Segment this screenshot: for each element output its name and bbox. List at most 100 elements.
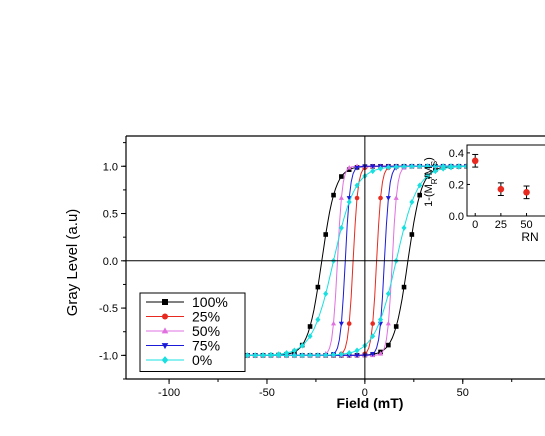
y-axis-title: Gray Level (a.u) — [64, 209, 81, 317]
data-point — [307, 324, 313, 329]
data-point — [354, 182, 360, 189]
data-point — [354, 347, 360, 354]
legend-marker — [161, 343, 169, 350]
legend-label: 25% — [192, 309, 220, 325]
y-tick-label: -1.0 — [99, 350, 118, 362]
data-point — [291, 352, 297, 359]
data-point — [284, 352, 290, 359]
data-point — [401, 224, 407, 231]
x-axis-title: Field (mT) — [337, 395, 404, 411]
inset-y-title: 1-(MR/MS) — [423, 157, 439, 207]
axes-layer: -100 -50 0 50 -1.0 -0.5 0.0 0.5 1.0 Field (mT) Gra… — [64, 135, 545, 411]
data-point — [370, 333, 376, 340]
data-point — [417, 163, 423, 170]
data-point — [260, 352, 266, 359]
data-point — [409, 163, 415, 170]
data-point — [432, 168, 438, 175]
data-point — [307, 333, 313, 340]
data-point — [299, 342, 305, 349]
inset-x-tick-label: 0 — [472, 219, 478, 231]
data-point — [268, 352, 274, 359]
data-point — [338, 195, 344, 200]
legend-label: 75% — [192, 338, 220, 354]
data-point — [299, 352, 305, 359]
data-point — [386, 342, 391, 348]
data-point — [276, 352, 282, 359]
x-tick-label: -50 — [259, 387, 275, 399]
data-point — [252, 352, 258, 359]
data-point — [354, 165, 360, 171]
data-point — [378, 316, 384, 323]
data-point — [385, 164, 391, 171]
data-point — [385, 196, 391, 201]
data-point — [385, 320, 391, 326]
data-point — [346, 199, 352, 206]
data-point — [346, 349, 352, 356]
label-part: 1-(M — [423, 184, 435, 207]
data-point — [378, 195, 383, 201]
label-part: /M — [423, 166, 435, 178]
data-point — [393, 163, 399, 170]
data-point — [244, 352, 250, 359]
y-tick-label: 0.5 — [103, 209, 118, 221]
data-point — [432, 163, 438, 170]
data-point — [385, 290, 391, 297]
data-point — [331, 320, 337, 326]
data-point — [393, 324, 399, 329]
data-point — [370, 168, 376, 175]
label-part: ) — [423, 157, 435, 161]
data-point — [354, 195, 360, 201]
data-point — [417, 182, 423, 189]
data-point — [370, 164, 376, 170]
legend-marker — [161, 356, 169, 364]
data-point — [409, 199, 415, 206]
inset-frame — [466, 144, 545, 217]
legend-marker — [162, 313, 168, 320]
data-point — [440, 165, 446, 172]
data-point — [370, 351, 376, 357]
legend: 100%25%50%75%0% — [139, 292, 246, 372]
data-point — [323, 290, 329, 297]
inset-point — [523, 189, 530, 196]
data-point — [315, 316, 321, 323]
data-point — [409, 232, 415, 237]
data-point — [331, 192, 336, 198]
inset-x-title: RN — [521, 230, 538, 244]
data-point — [339, 174, 344, 179]
y-tick-label: 0.0 — [103, 256, 118, 268]
legend-label: 50% — [192, 323, 220, 339]
legend-label: 0% — [192, 352, 212, 368]
data-point — [323, 352, 329, 359]
legend-marker — [161, 327, 169, 334]
inset-y-tick-label: 0.2 — [449, 179, 464, 191]
data-point — [401, 284, 407, 290]
data-point — [331, 351, 337, 358]
y-tick-label: -0.5 — [99, 303, 118, 315]
data-point — [424, 163, 431, 170]
data-point — [378, 351, 384, 356]
data-point — [401, 163, 407, 170]
subscript: S — [430, 161, 439, 166]
inset-y-tick-label: 0.0 — [449, 211, 464, 223]
data-point — [448, 164, 454, 171]
data-point — [417, 192, 422, 198]
data-point — [338, 224, 344, 231]
data-point — [370, 321, 376, 326]
legend-box — [139, 292, 246, 372]
data-point — [346, 167, 352, 172]
data-point — [307, 352, 313, 359]
subscript: R — [430, 178, 439, 184]
legend-label: 100% — [192, 294, 228, 310]
data-point — [346, 321, 352, 326]
data-point — [393, 195, 399, 200]
data-point — [346, 196, 352, 201]
inset-x-tick-label: 50 — [520, 219, 532, 231]
inset-point — [497, 185, 505, 193]
data-point — [323, 232, 329, 237]
data-point — [338, 321, 344, 327]
data-point — [315, 352, 321, 359]
data-point — [315, 284, 321, 290]
data-point — [338, 351, 344, 358]
